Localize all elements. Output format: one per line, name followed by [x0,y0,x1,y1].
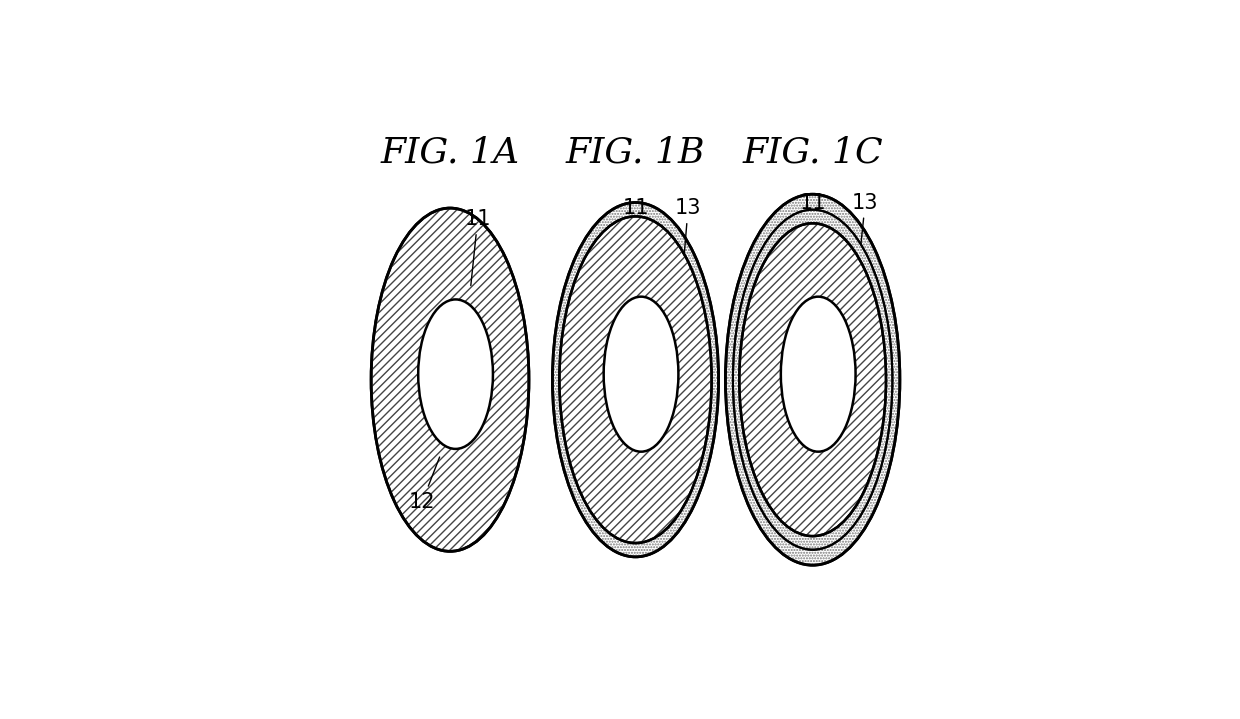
Ellipse shape [725,194,900,565]
Ellipse shape [559,216,712,543]
Text: 11: 11 [465,209,491,285]
Ellipse shape [371,208,529,551]
Text: 14: 14 [771,452,799,528]
Ellipse shape [418,299,494,449]
Text: 13: 13 [675,198,702,272]
Ellipse shape [604,297,678,452]
Text: FIG. 1A: FIG. 1A [381,136,520,170]
Ellipse shape [733,210,893,549]
Text: 13: 13 [852,193,878,269]
Ellipse shape [739,224,887,536]
Text: 12: 12 [409,457,440,511]
Text: 11: 11 [800,193,826,269]
Ellipse shape [781,297,856,452]
Ellipse shape [553,203,718,557]
Text: 12: 12 [837,444,863,514]
Text: 12: 12 [591,452,619,517]
Text: FIG. 1B: FIG. 1B [565,136,706,170]
Text: 11: 11 [622,198,649,275]
Text: FIG. 1C: FIG. 1C [743,136,883,170]
